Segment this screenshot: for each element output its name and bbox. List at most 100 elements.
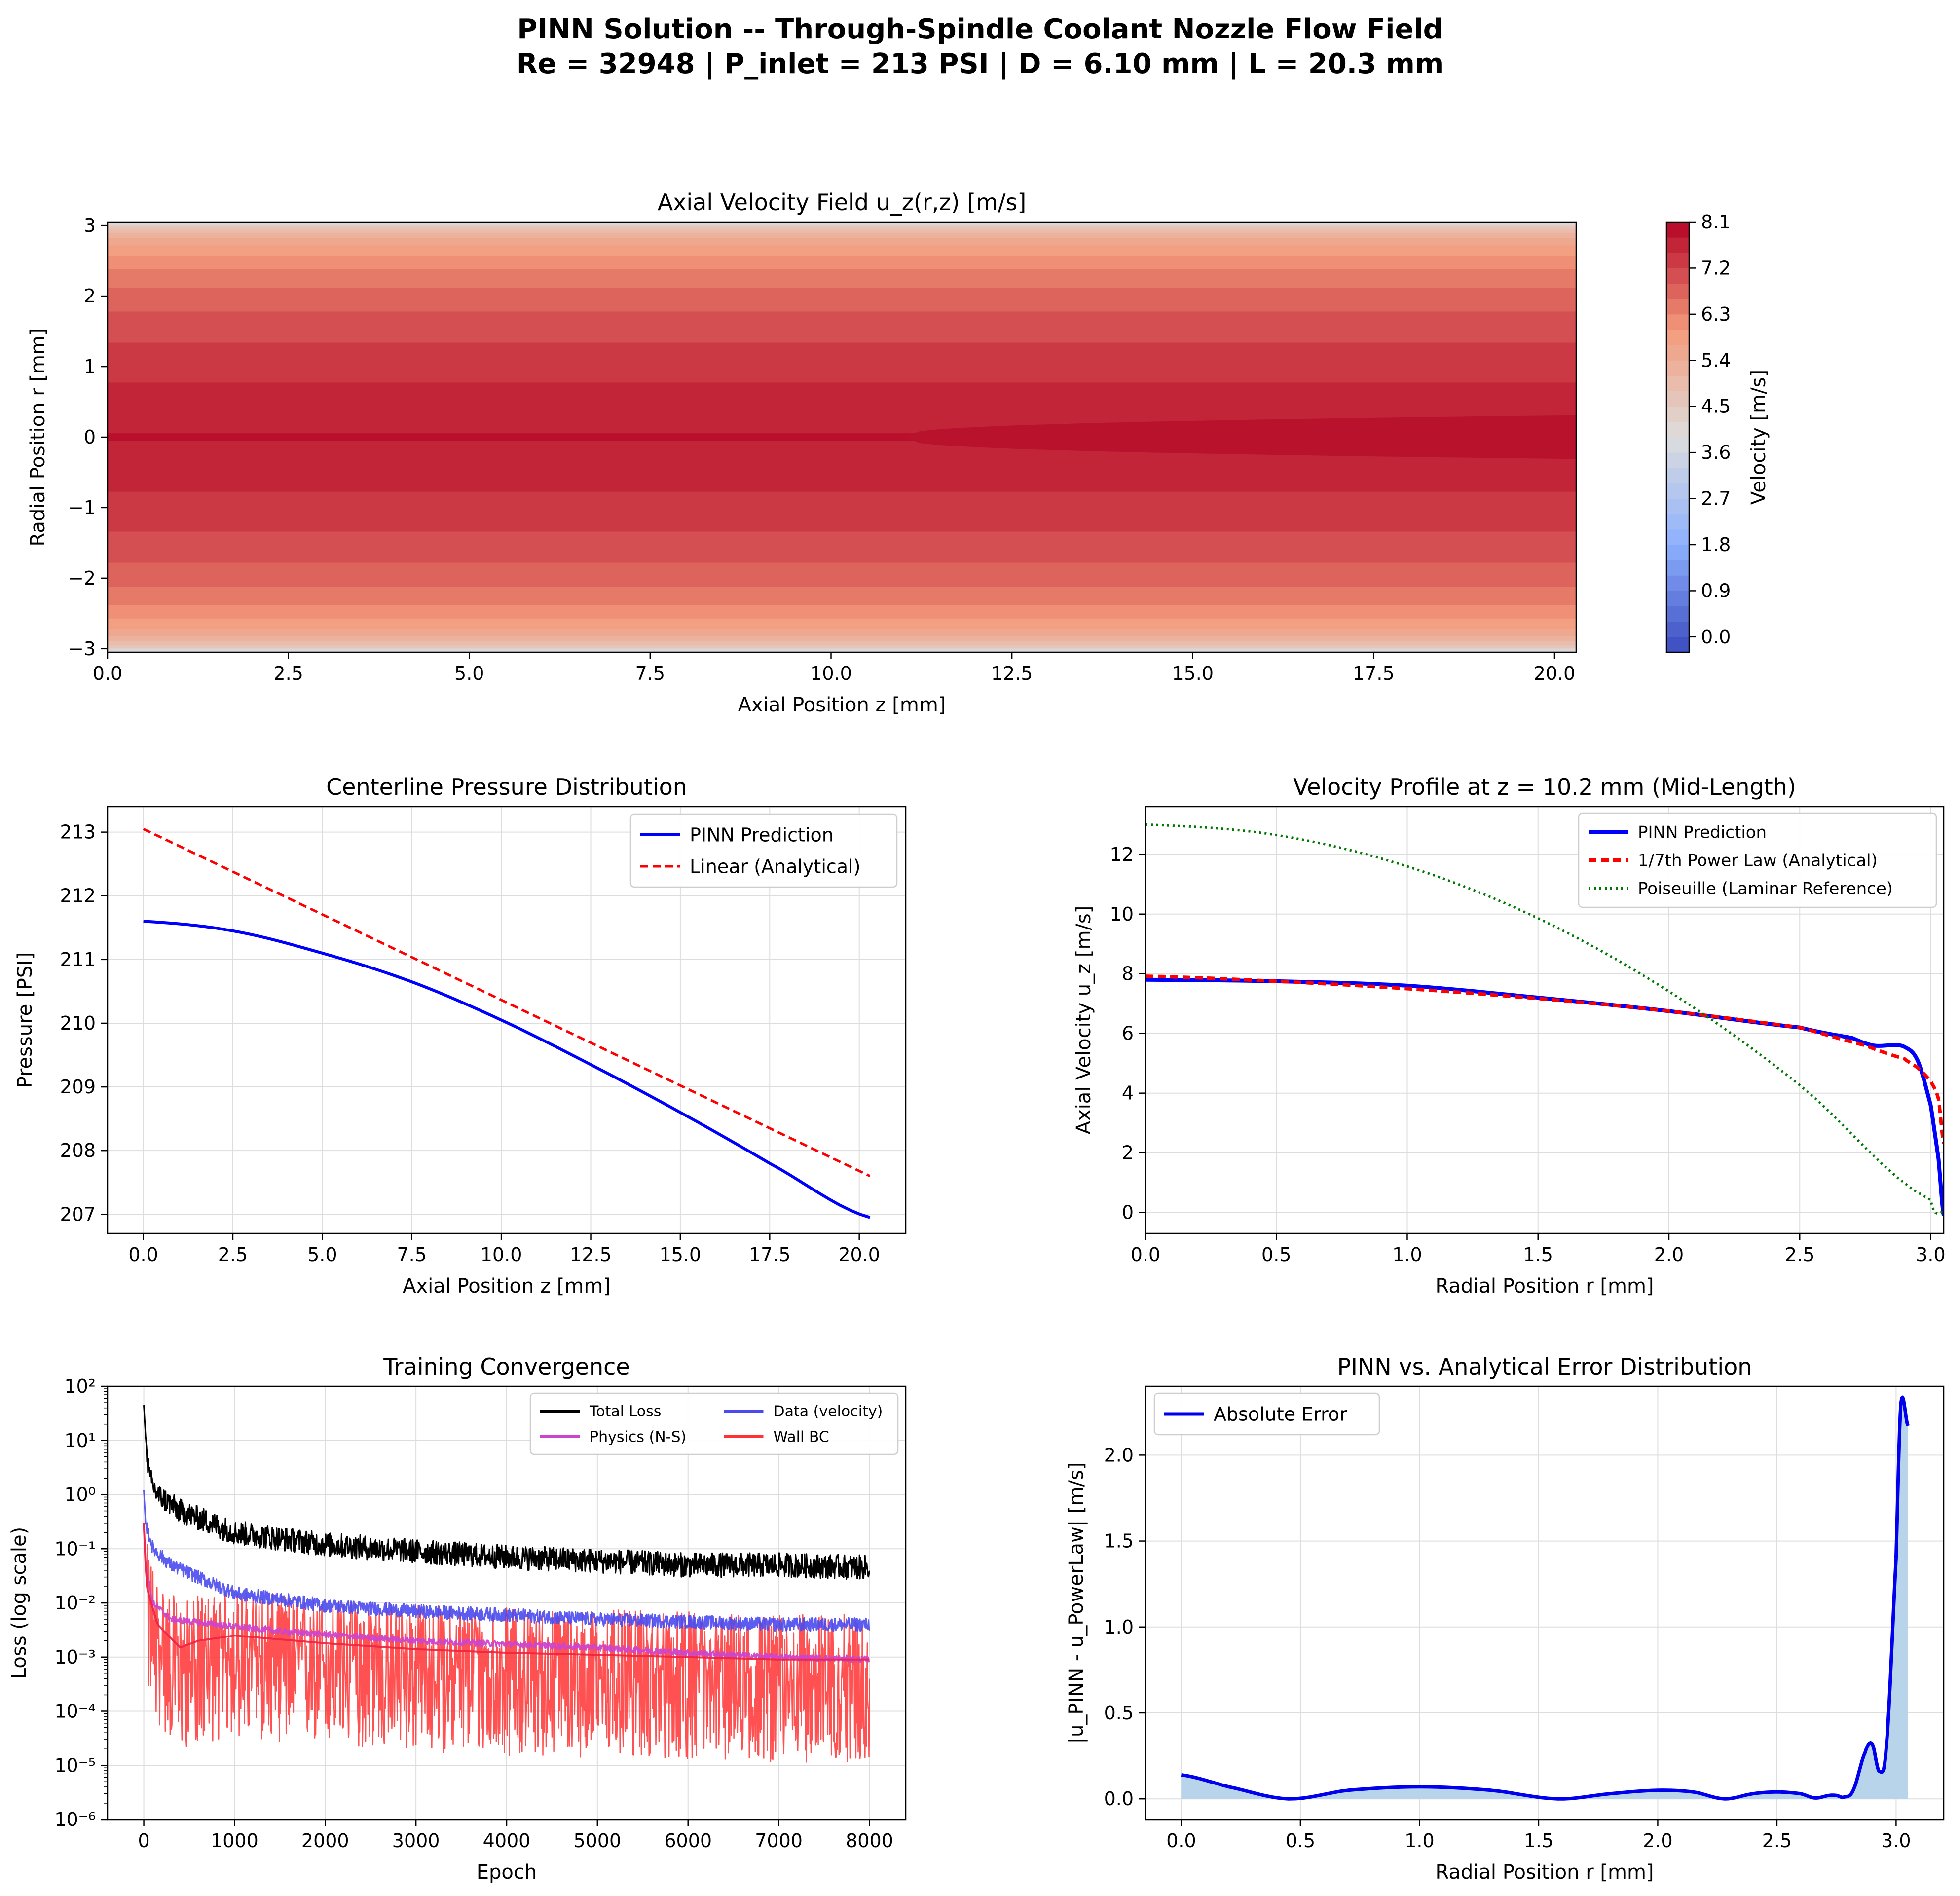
colorbar-swatch [1666, 498, 1689, 515]
y-tick-label: 10⁻² [54, 1592, 96, 1614]
colorbar-frame [1665, 221, 1690, 653]
legend-box [1153, 1392, 1380, 1436]
y-tick-label: 10⁻¹ [54, 1538, 96, 1560]
colorbar-swatch [1666, 468, 1689, 483]
x-tick-label: 5.0 [454, 663, 484, 684]
colorbar-swatch [1666, 375, 1689, 392]
y-tick-label: 0.0 [1104, 1788, 1134, 1810]
x-tick-label: 15.0 [1172, 663, 1214, 684]
y-tick-label: 10 [1110, 903, 1134, 925]
colorbar-swatch [1666, 222, 1689, 238]
velocity-profile-plot [1146, 823, 1944, 1216]
y-tick-label: 209 [60, 1076, 96, 1098]
colorbar-swatch [1666, 345, 1689, 361]
velocity-field-plot [108, 222, 1576, 652]
error-area [1181, 1397, 1908, 1799]
x-tick-label: 2.0 [1643, 1830, 1672, 1852]
x-tick-label: 2.0 [1654, 1244, 1684, 1265]
y-tick-label: 12 [1110, 844, 1134, 865]
training-plot [143, 1405, 870, 1763]
colorbar-swatch [1666, 437, 1689, 453]
velocity-field-axes: 0.0 2.5 5.0 7.5 10.0 12.5 15.0 17.5 20.0 3 2 1 0 −1 −2… [27, 189, 1575, 716]
x-tick-label: 4000 [483, 1830, 531, 1852]
x-tick-label: 17.5 [1353, 663, 1395, 684]
colorbar-swatch [1666, 391, 1689, 407]
x-tick-label: 20.0 [1534, 663, 1576, 684]
colorbar-tick-label: 1.8 [1701, 534, 1731, 556]
colorbar-swatch [1666, 253, 1689, 268]
error-plot [1181, 1395, 1910, 1801]
y-tick-label: 1 [84, 356, 96, 377]
x-tick-label: 2.5 [1762, 1830, 1792, 1852]
y-tick-label: 210 [60, 1012, 96, 1034]
x-axis-label: Radial Position r [mm] [1435, 1861, 1654, 1884]
y-tick-label: 2 [1122, 1142, 1134, 1164]
legend-label: PINN Prediction [690, 824, 834, 846]
colorbar-swatch [1666, 621, 1689, 637]
y-tick-label: 3 [84, 215, 96, 236]
axes-title: Centerline Pressure Distribution [326, 774, 687, 800]
x-tick-label: 6000 [664, 1830, 712, 1852]
x-tick-label: 0.5 [1286, 1830, 1315, 1852]
x-tick-label: 2.5 [273, 663, 303, 684]
x-axis-label: Axial Position z [mm] [738, 694, 946, 716]
y-tick-label: 10⁻⁶ [54, 1809, 96, 1830]
series-line [1146, 823, 1944, 1215]
legend-label: Absolute Error [1214, 1403, 1347, 1425]
y-tick-label: 2 [84, 285, 96, 307]
series-line [143, 1405, 870, 1580]
figure-title-line2: Re = 32948 | P_inlet = 213 PSI | D = 6.1… [516, 48, 1444, 80]
colorbar-swatch [1666, 606, 1689, 622]
legend-label: Total Loss [589, 1403, 661, 1420]
colorbar: 8.1 7.2 6.3 5.4 4.5 3.6 2.7 1.8 0.9 0.0 Velocity [… [1665, 211, 1770, 653]
y-tick-label: 6 [1122, 1023, 1134, 1044]
pressure-plot [143, 827, 871, 1219]
x-tick-label: 3.0 [1916, 1244, 1945, 1265]
colorbar-swatch [1666, 545, 1689, 560]
colorbar-tick-label: 8.1 [1701, 211, 1731, 233]
legend-label: Physics (N-S) [590, 1429, 686, 1446]
axes-title: Velocity Profile at z = 10.2 mm (Mid-Len… [1293, 774, 1796, 800]
x-tick-label: 3000 [392, 1830, 440, 1852]
series-line [1146, 977, 1944, 1216]
colorbar-swatch [1666, 591, 1689, 607]
velocity-profile-legend: PINN Prediction 1/7th Power Law (Analytic… [1578, 812, 1937, 908]
y-tick-label: 4 [1122, 1082, 1134, 1104]
y-tick-label: 0 [84, 426, 96, 448]
pressure-frame [107, 806, 907, 1234]
y-tick-label: 211 [60, 949, 96, 970]
x-tick-label: 17.5 [749, 1244, 791, 1265]
x-tick-label: 5000 [574, 1830, 622, 1852]
y-tick-label: 207 [60, 1203, 96, 1225]
colorbar-swatch [1666, 452, 1689, 468]
x-tick-label: 1.0 [1392, 1244, 1422, 1265]
x-tick-label: 2.5 [218, 1244, 248, 1265]
colorbar-swatch [1666, 636, 1689, 653]
error-frame [1145, 1385, 1945, 1821]
colorbar-tick-label: 0.0 [1701, 626, 1731, 648]
velocity-profile-frame [1145, 806, 1945, 1234]
x-tick-label: 5.0 [307, 1244, 337, 1265]
colorbar-swatch [1666, 360, 1689, 376]
colorbar-label: Velocity [m/s] [1747, 370, 1770, 505]
y-tick-label: 1.5 [1104, 1530, 1134, 1552]
x-tick-label: 0.0 [1166, 1830, 1196, 1852]
colorbar-swatch [1666, 237, 1689, 253]
y-axis-label: Axial Velocity u_z [m/s] [1072, 906, 1095, 1135]
y-tick-label: 1.0 [1104, 1616, 1134, 1638]
colorbar-swatch [1666, 330, 1689, 345]
y-tick-label: −2 [68, 567, 96, 589]
colorbar-swatch [1666, 421, 1689, 438]
colorbar-tick-label: 3.6 [1701, 442, 1731, 463]
x-axis-label: Radial Position r [mm] [1435, 1275, 1654, 1298]
x-tick-label: 3.0 [1881, 1830, 1911, 1852]
y-tick-label: 10⁻⁴ [54, 1701, 96, 1722]
x-tick-label: 7000 [755, 1830, 803, 1852]
x-tick-label: 15.0 [660, 1244, 702, 1265]
series-line [143, 1523, 870, 1664]
colorbar-swatch [1666, 560, 1689, 576]
y-tick-label: 208 [60, 1140, 96, 1161]
legend-box [529, 1392, 899, 1455]
colorbar-tick-label: 7.2 [1701, 257, 1731, 279]
